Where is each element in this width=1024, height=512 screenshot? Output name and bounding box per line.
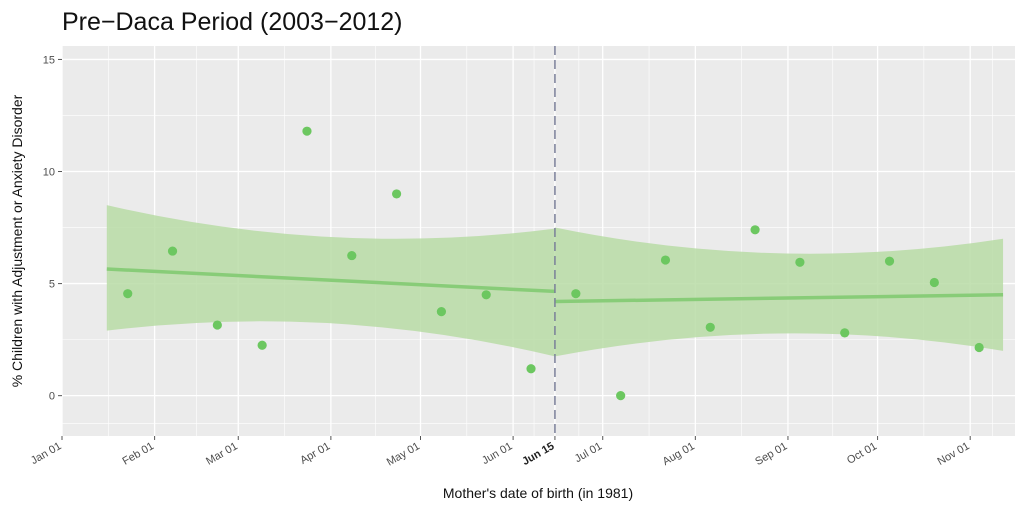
data-point (302, 126, 312, 136)
y-axis: 0 5 10 15 (43, 54, 62, 403)
x-tick-label: May 01 (385, 440, 422, 468)
x-axis: Jan 01 Feb 01 Mar 01 Apr 01 May 01 Jun 01 Jun … (29, 436, 972, 469)
x-tick-label: Mar 01 (204, 440, 240, 468)
data-point (660, 255, 671, 265)
data-points (123, 126, 984, 401)
data-point (571, 289, 581, 299)
x-tick-label: Aug 01 (661, 440, 697, 468)
data-point (481, 290, 491, 300)
data-point (884, 256, 895, 266)
data-point (526, 364, 536, 374)
data-point (974, 342, 984, 353)
data-point (929, 277, 939, 288)
y-tick-label: 10 (43, 167, 55, 179)
y-tick-label: 5 (49, 279, 55, 291)
data-point (705, 322, 715, 332)
chart-title: Pre−Daca Period (2003−2012) (62, 8, 403, 36)
x-tick-label: Sep 01 (753, 440, 789, 468)
data-point (123, 289, 133, 299)
data-point (795, 257, 805, 267)
x-tick-label: Apr 01 (298, 440, 332, 467)
data-point (257, 340, 267, 350)
x-tick-label: Jan 01 (29, 440, 64, 467)
x-axis-title: Mother's date of birth (in 1981) (443, 485, 633, 501)
data-point (840, 328, 850, 338)
data-point (167, 246, 178, 256)
data-point (347, 250, 357, 261)
y-axis-title: % Children with Adjustment or Anxiety Di… (9, 94, 25, 387)
x-tick-label: Jul 01 (573, 440, 604, 465)
x-tick-label: Nov 01 (935, 440, 971, 468)
data-point (212, 320, 222, 330)
y-tick-label: 0 (49, 391, 55, 403)
x-tick-label: Feb 01 (120, 440, 156, 468)
x-tick-label: Oct 01 (845, 440, 879, 467)
data-point (616, 391, 626, 401)
data-point (750, 225, 760, 235)
fit-line-1 (106, 267, 556, 294)
fit-lines (106, 267, 1004, 304)
data-point (391, 189, 402, 199)
data-point (436, 307, 447, 317)
fit-line-2 (554, 293, 1004, 304)
y-tick-label: 15 (43, 54, 55, 66)
x-tick-label: Jun 15 (520, 440, 556, 468)
x-tick-label: Jun 01 (480, 440, 515, 467)
